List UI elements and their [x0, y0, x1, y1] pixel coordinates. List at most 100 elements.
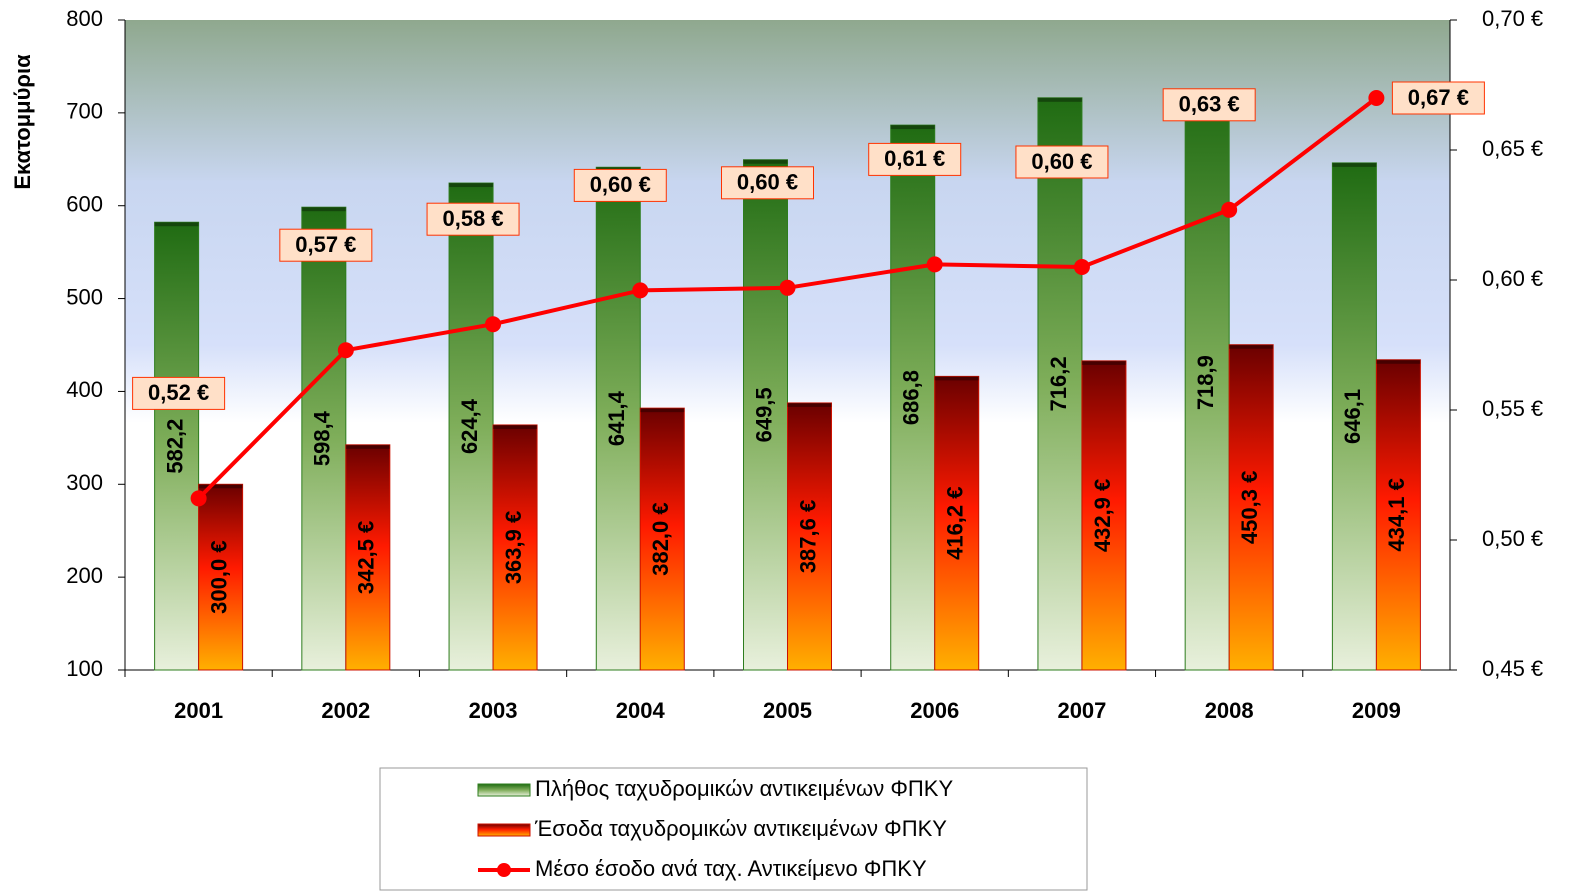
bar-value-label: 363,9 € [501, 511, 526, 584]
bar-value-label: 432,9 € [1090, 479, 1115, 552]
y2-tick-label: 0,70 € [1482, 6, 1543, 31]
y2-tick-label: 0,45 € [1482, 656, 1543, 681]
bar-cap [493, 424, 538, 429]
line-point [1368, 90, 1385, 106]
bar-cap [890, 125, 935, 130]
bar-cap [640, 408, 685, 413]
line-value-label: 0,67 € [1408, 85, 1469, 110]
value-label-box [426, 202, 520, 236]
value-label-box [573, 168, 667, 202]
bar [934, 375, 980, 671]
y-tick-label: 300 [66, 470, 103, 495]
line-value-label: 0,60 € [590, 172, 651, 197]
legend-label: Έσοδα ταχυδρομικών αντικειμένων ΦΠΚΥ [534, 816, 947, 841]
x-tick-label: 2002 [321, 698, 370, 723]
bar-value-label: 434,1 € [1384, 478, 1409, 551]
value-label-box [1162, 88, 1256, 122]
bar-cap [1376, 359, 1421, 364]
x-tick-label: 2001 [174, 698, 223, 723]
bar [198, 483, 244, 671]
bar-cap [345, 444, 390, 449]
y2-tick-label: 0,65 € [1482, 136, 1543, 161]
bar-value-label: 624,4 [457, 398, 482, 454]
bar-cap [449, 183, 494, 188]
line-point [926, 256, 943, 273]
y-tick-label: 700 [66, 99, 103, 124]
line-value-label: 0,60 € [1031, 149, 1092, 174]
x-tick-label: 2005 [763, 698, 812, 723]
bar-value-label: 387,6 € [795, 500, 820, 573]
bar-value-label: 649,5 [751, 387, 776, 442]
y-tick-label: 100 [66, 656, 103, 681]
x-tick-label: 2006 [910, 698, 959, 723]
line-point [1221, 201, 1238, 218]
bar [890, 124, 936, 671]
y-axis-title: Εκατομμύρια [10, 54, 35, 190]
y-tick-label: 600 [66, 192, 103, 217]
y-tick-label: 500 [66, 284, 103, 309]
x-tick-label: 2003 [469, 698, 518, 723]
bar [1331, 162, 1377, 671]
line-value-label: 0,60 € [737, 170, 798, 195]
x-tick-label: 2007 [1057, 698, 1106, 723]
bar [1228, 344, 1274, 671]
legend-marker [497, 863, 511, 877]
bar-cap [154, 222, 199, 227]
bar-cap [1037, 97, 1082, 102]
value-label-box [1391, 81, 1485, 115]
value-label-box [132, 376, 226, 410]
legend-label: Πλήθος ταχυδρομικών αντικειμένων ΦΠΚΥ [535, 776, 953, 801]
line-value-label: 0,57 € [295, 232, 356, 257]
legend-swatch [477, 783, 531, 797]
bar-cap [934, 376, 979, 381]
bar-cap [1081, 360, 1126, 365]
x-tick-label: 2008 [1205, 698, 1254, 723]
bar-cap [1229, 344, 1274, 349]
bar-value-label: 598,4 [310, 410, 335, 466]
bar [595, 166, 641, 671]
line-point [1073, 259, 1090, 275]
y2-tick-label: 0,55 € [1482, 396, 1543, 421]
line-point [779, 279, 796, 296]
bar [448, 182, 494, 671]
bar [787, 402, 832, 671]
bar [639, 407, 685, 671]
legend-swatch [477, 823, 531, 837]
bar-cap [743, 159, 788, 164]
x-tick-label: 2004 [616, 698, 666, 723]
bar-cap [1332, 162, 1377, 167]
x-tick-label: 2009 [1352, 698, 1401, 723]
bar-value-label: 416,2 € [943, 486, 968, 559]
bar-value-label: 382,0 € [648, 502, 673, 575]
bar [301, 206, 347, 671]
value-label-box [868, 142, 962, 176]
bar [345, 444, 391, 671]
bar [1184, 94, 1230, 671]
bar [1081, 360, 1127, 671]
value-label-box [279, 228, 373, 262]
value-label-box [721, 166, 814, 200]
bar [154, 221, 200, 671]
line-point [337, 342, 354, 359]
bar-cap [198, 484, 243, 489]
line-value-label: 0,63 € [1179, 92, 1240, 117]
y-tick-label: 400 [66, 377, 103, 402]
bar-value-label: 641,4 [604, 390, 629, 446]
bar-value-label: 686,8 [899, 370, 924, 425]
bar-value-label: 342,5 € [354, 521, 379, 594]
value-label-box [1015, 145, 1109, 179]
bar [1375, 359, 1421, 671]
line-value-label: 0,61 € [884, 146, 945, 171]
line-point [485, 316, 502, 333]
line-point [632, 282, 649, 299]
legend-label: Μέσο έσοδο ανά ταχ. Αντικείμενο ΦΠΚΥ [535, 856, 927, 881]
bar-value-label: 716,2 [1046, 356, 1071, 411]
y2-tick-label: 0,60 € [1482, 266, 1543, 291]
bar-cap [787, 402, 832, 407]
line-value-label: 0,52 € [148, 380, 209, 405]
bar-value-label: 450,3 € [1237, 471, 1262, 544]
bar-cap [301, 207, 346, 212]
bar [492, 424, 538, 671]
bar-value-label: 582,2 [162, 419, 187, 474]
